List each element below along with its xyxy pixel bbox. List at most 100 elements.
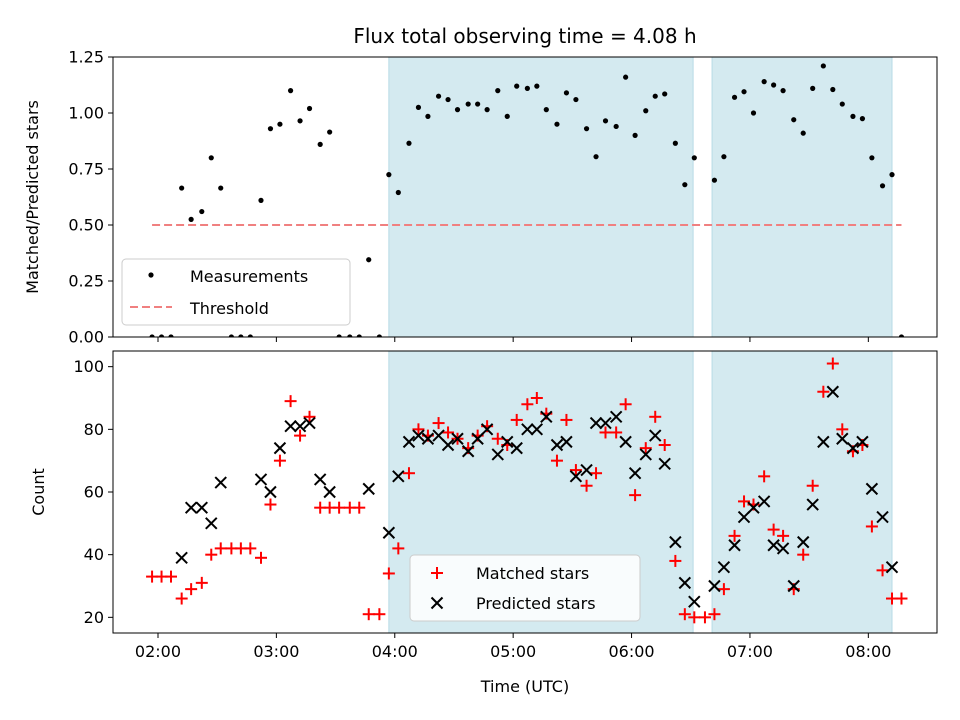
x-tick-label: 02:00 [135,642,181,661]
measurement-point [741,89,747,95]
predicted-point [550,438,564,452]
measurement-point [386,172,392,178]
matched-point [826,357,839,370]
legend-measurement-marker [148,272,154,278]
x-tick-label: 04:00 [372,642,418,661]
predicted-point [817,435,830,449]
matched-point [895,592,908,605]
predicted-point [599,416,612,430]
measurement-point [652,93,658,99]
measurement-point [810,85,816,91]
matched-point [717,583,730,596]
matched-point [303,410,316,423]
predicted-point [688,595,701,608]
legend-matched-marker [431,567,443,579]
predicted-point [293,419,307,433]
predicted-point [669,535,682,549]
matched-point [560,413,573,426]
x-tick-label: 06:00 [608,642,654,661]
predicted-point [284,419,297,433]
matched-point [669,554,682,567]
predicted-point [254,473,268,486]
measurement-point [435,93,442,99]
measurement-point [543,107,549,113]
matched-point [362,608,375,621]
matched-point [738,495,751,508]
matched-point [412,423,425,436]
measurement-point [277,121,283,127]
matched-point [728,529,741,542]
y-tick-label: 0.25 [68,272,104,291]
matched-point [658,439,671,451]
predicted-point [432,429,445,442]
measurement-point [554,121,560,127]
predicted-point [787,579,800,593]
measurement-point [750,110,757,116]
predicted-point [836,432,849,445]
measurement-point [504,113,510,119]
measurement-point [366,257,372,263]
predicted-point [806,498,819,511]
measurement-point [149,334,155,337]
predicted-point [589,416,603,430]
predicted-point [273,441,287,455]
measurement-point [495,88,501,94]
predicted-point [510,441,523,455]
predicted-point [421,432,435,445]
predicted-point [737,510,751,524]
matched-point [510,413,523,426]
predicted-point [767,539,780,552]
measurement-point [643,108,649,114]
measurement-point [465,101,471,107]
measurement-point [791,117,797,123]
predicted-point [658,457,671,471]
matched-point [521,398,534,411]
measurement-point [721,154,727,160]
predicted-point [540,410,553,424]
measurement-point [179,185,185,191]
predicted-point [392,470,405,483]
predicted-point [846,441,860,455]
predicted-point [175,551,188,565]
legend-predicted-marker [430,596,444,610]
measurement-point [889,172,895,178]
measurement-point [662,91,668,97]
x-tick-label: 08:00 [845,642,891,661]
matched-point [333,501,346,514]
y-tick-label: 0.50 [68,216,104,235]
bottom-panel-frame [112,350,938,634]
predicted-point [382,526,396,539]
measurement-point [563,90,570,96]
matched-point [817,385,830,398]
predicted-point [826,385,840,398]
measurement-point [711,177,718,183]
measurement-point [691,155,697,161]
predicted-point [313,473,327,486]
matched-point [797,548,810,561]
measurement-point [454,107,461,113]
predicted-point [480,423,494,436]
measurement-point [199,208,205,215]
measurement-point [682,182,688,188]
matched-point [442,426,455,439]
measurement-point [258,197,264,203]
predicted-point [776,542,790,555]
measurement-point [415,104,422,110]
measurement-point [317,141,323,147]
x-tick-label: 05:00 [490,642,536,661]
measurement-point [356,334,362,337]
predicted-point [649,429,662,442]
predicted-point [856,435,869,449]
top-panel: 0.00 0.25 0.50 0.75 1.00 1.25 Matched/Predict… [23,48,938,347]
predicted-point [184,501,198,514]
predicted-point [628,466,642,480]
x-axis-label: Time (UTC) [480,677,569,696]
predicted-point [530,423,544,436]
measurement-point [514,83,520,89]
measurement-point [347,334,353,337]
predicted-point [717,560,731,574]
measurement-point [800,130,806,136]
matched-point [639,442,652,455]
predicted-point [560,435,573,449]
measurement-point [780,88,786,94]
